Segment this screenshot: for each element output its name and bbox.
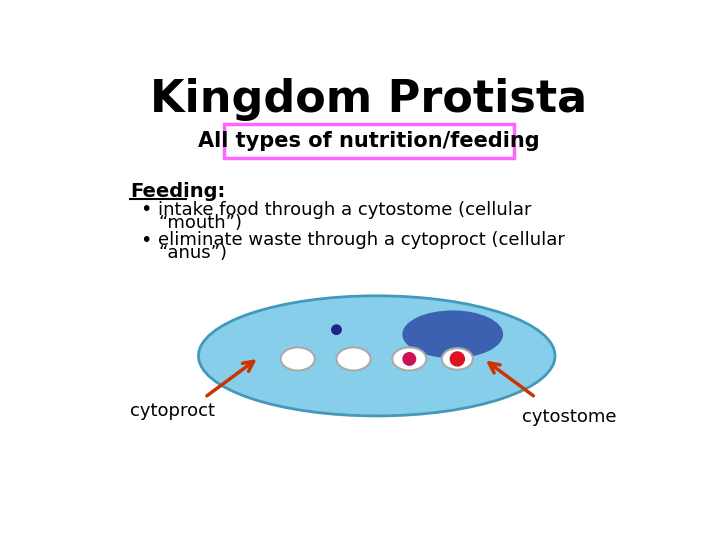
- Text: cytostome: cytostome: [523, 408, 617, 426]
- Text: intake food through a cytostome (cellular: intake food through a cytostome (cellula…: [158, 200, 531, 219]
- Ellipse shape: [281, 347, 315, 370]
- Text: Kingdom Protista: Kingdom Protista: [150, 78, 588, 121]
- Ellipse shape: [336, 347, 371, 370]
- Circle shape: [331, 325, 342, 335]
- Ellipse shape: [442, 348, 473, 370]
- Circle shape: [402, 352, 416, 366]
- FancyBboxPatch shape: [224, 124, 514, 158]
- Text: Feeding:: Feeding:: [130, 183, 225, 201]
- Text: eliminate waste through a cytoproct (cellular: eliminate waste through a cytoproct (cel…: [158, 231, 565, 249]
- Text: •: •: [140, 231, 151, 250]
- Ellipse shape: [402, 310, 503, 358]
- Circle shape: [449, 351, 465, 367]
- Text: •: •: [140, 200, 151, 219]
- Text: “mouth”): “mouth”): [158, 214, 242, 232]
- Ellipse shape: [199, 296, 555, 416]
- Text: cytoproct: cytoproct: [130, 402, 215, 420]
- Ellipse shape: [392, 347, 426, 370]
- Text: All types of nutrition/feeding: All types of nutrition/feeding: [198, 131, 540, 151]
- Text: “anus”): “anus”): [158, 245, 228, 262]
